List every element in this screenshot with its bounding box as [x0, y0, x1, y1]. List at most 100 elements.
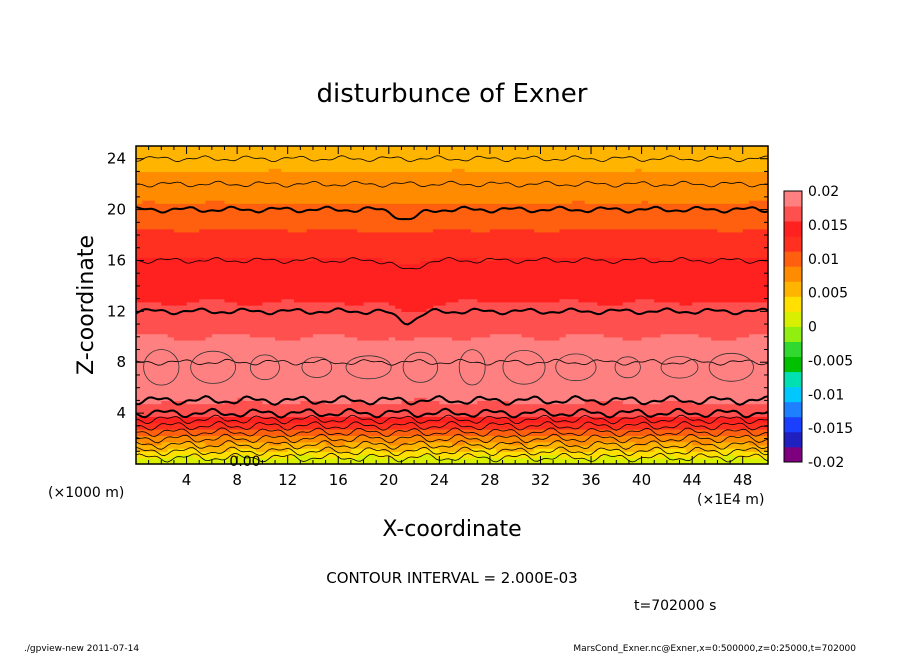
heatmap-cell: [173, 397, 181, 401]
heatmap-cell: [489, 432, 497, 436]
heatmap-cell: [344, 320, 352, 325]
heatmap-cell: [559, 448, 567, 452]
heatmap-cell: [616, 400, 624, 405]
heatmap-cell: [154, 448, 162, 452]
heatmap-cell: [654, 311, 662, 316]
heatmap-cell: [452, 419, 459, 424]
heatmap-cell: [275, 355, 282, 360]
heatmap-cell: [199, 444, 207, 449]
heatmap-cell: [666, 359, 674, 363]
heatmap-cell: [597, 346, 605, 351]
heatmap-cell: [749, 314, 756, 319]
heatmap-cell: [458, 457, 466, 462]
heatmap-cell: [167, 327, 175, 332]
heatmap-cell: [243, 311, 251, 316]
heatmap-cell: [211, 362, 219, 367]
heatmap-cell: [161, 438, 169, 443]
heatmap-cell: [319, 406, 327, 411]
heatmap-cell: [154, 394, 162, 398]
heatmap-cell: [173, 343, 181, 347]
heatmap-cell: [312, 333, 320, 338]
heatmap-cell: [224, 403, 232, 408]
heatmap-cell: [363, 362, 371, 367]
heatmap-cell: [761, 397, 769, 401]
heatmap-cell: [673, 349, 681, 354]
heatmap-cell: [521, 454, 529, 459]
heatmap-cell: [350, 327, 358, 332]
heatmap-cell: [666, 378, 674, 382]
heatmap-cell: [508, 457, 516, 462]
heatmap-cell: [717, 384, 725, 389]
heatmap-cell: [237, 394, 245, 398]
heatmap-cell: [755, 435, 763, 440]
heatmap-cell: [369, 378, 377, 382]
heatmap-cell: [211, 394, 219, 398]
heatmap-cell: [395, 371, 403, 376]
heatmap-cell: [306, 346, 314, 351]
heatmap-cell: [414, 339, 421, 344]
heatmap-cell: [508, 429, 516, 433]
heatmap-cell: [281, 406, 289, 411]
heatmap-cell: [167, 333, 175, 338]
heatmap-cell: [717, 305, 725, 309]
heatmap-cell: [635, 336, 643, 341]
heatmap-cell: [363, 419, 371, 424]
heatmap-cell: [692, 349, 700, 354]
heatmap-cell: [452, 409, 459, 414]
heatmap-cell: [654, 425, 662, 430]
heatmap-cell: [628, 333, 636, 338]
heatmap-cell: [527, 387, 535, 392]
heatmap-cell: [685, 339, 693, 344]
heatmap-cell: [344, 403, 352, 408]
heatmap-cell: [464, 460, 472, 465]
heatmap-cell: [742, 320, 750, 325]
heatmap-cell: [464, 311, 472, 316]
heatmap-cell: [237, 317, 245, 322]
heatmap-cell: [685, 314, 693, 319]
heatmap-cell: [610, 339, 617, 344]
heatmap-cell: [578, 422, 586, 427]
heatmap-cell: [761, 324, 769, 328]
heatmap-cell: [230, 429, 238, 433]
heatmap-cell: [331, 387, 339, 392]
heatmap-cell: [666, 403, 674, 408]
heatmap-cell: [452, 333, 459, 338]
heatmap-cell: [344, 317, 352, 322]
heatmap-cell: [136, 349, 143, 354]
heatmap-cell: [369, 457, 377, 462]
heatmap-cell: [262, 429, 270, 433]
heatmap-cell: [142, 441, 150, 446]
heatmap-cell: [136, 429, 143, 433]
heatmap-cell: [136, 457, 143, 462]
heatmap-cell: [452, 371, 459, 376]
heatmap-cell: [483, 394, 491, 398]
heatmap-cell: [186, 460, 194, 465]
heatmap-cell: [445, 425, 453, 430]
heatmap-cell: [673, 390, 681, 395]
heatmap-cell: [154, 432, 162, 436]
heatmap-cell: [363, 444, 371, 449]
heatmap-cell: [224, 454, 232, 459]
heatmap-cell: [464, 394, 472, 398]
heatmap-cell: [534, 311, 542, 316]
heatmap-cell: [433, 362, 440, 367]
heatmap-cell: [572, 374, 579, 379]
heatmap-cell: [591, 441, 598, 446]
heatmap-cell: [414, 387, 421, 392]
heatmap-cell: [218, 327, 226, 332]
heatmap-cell: [224, 362, 232, 367]
heatmap-cell: [312, 330, 320, 335]
heatmap-cell: [268, 400, 276, 405]
heatmap-cell: [496, 451, 504, 456]
heatmap-cell: [622, 448, 630, 452]
heatmap-cell: [610, 324, 617, 328]
heatmap-cell: [654, 374, 662, 379]
heatmap-cell: [136, 314, 143, 319]
heatmap-cell: [325, 320, 333, 325]
heatmap-cell: [717, 403, 725, 408]
heatmap-cell: [237, 416, 245, 421]
heatmap-cell: [546, 371, 554, 376]
heatmap-cell: [660, 327, 668, 332]
heatmap-cell: [654, 346, 662, 351]
heatmap-cell: [230, 308, 238, 312]
